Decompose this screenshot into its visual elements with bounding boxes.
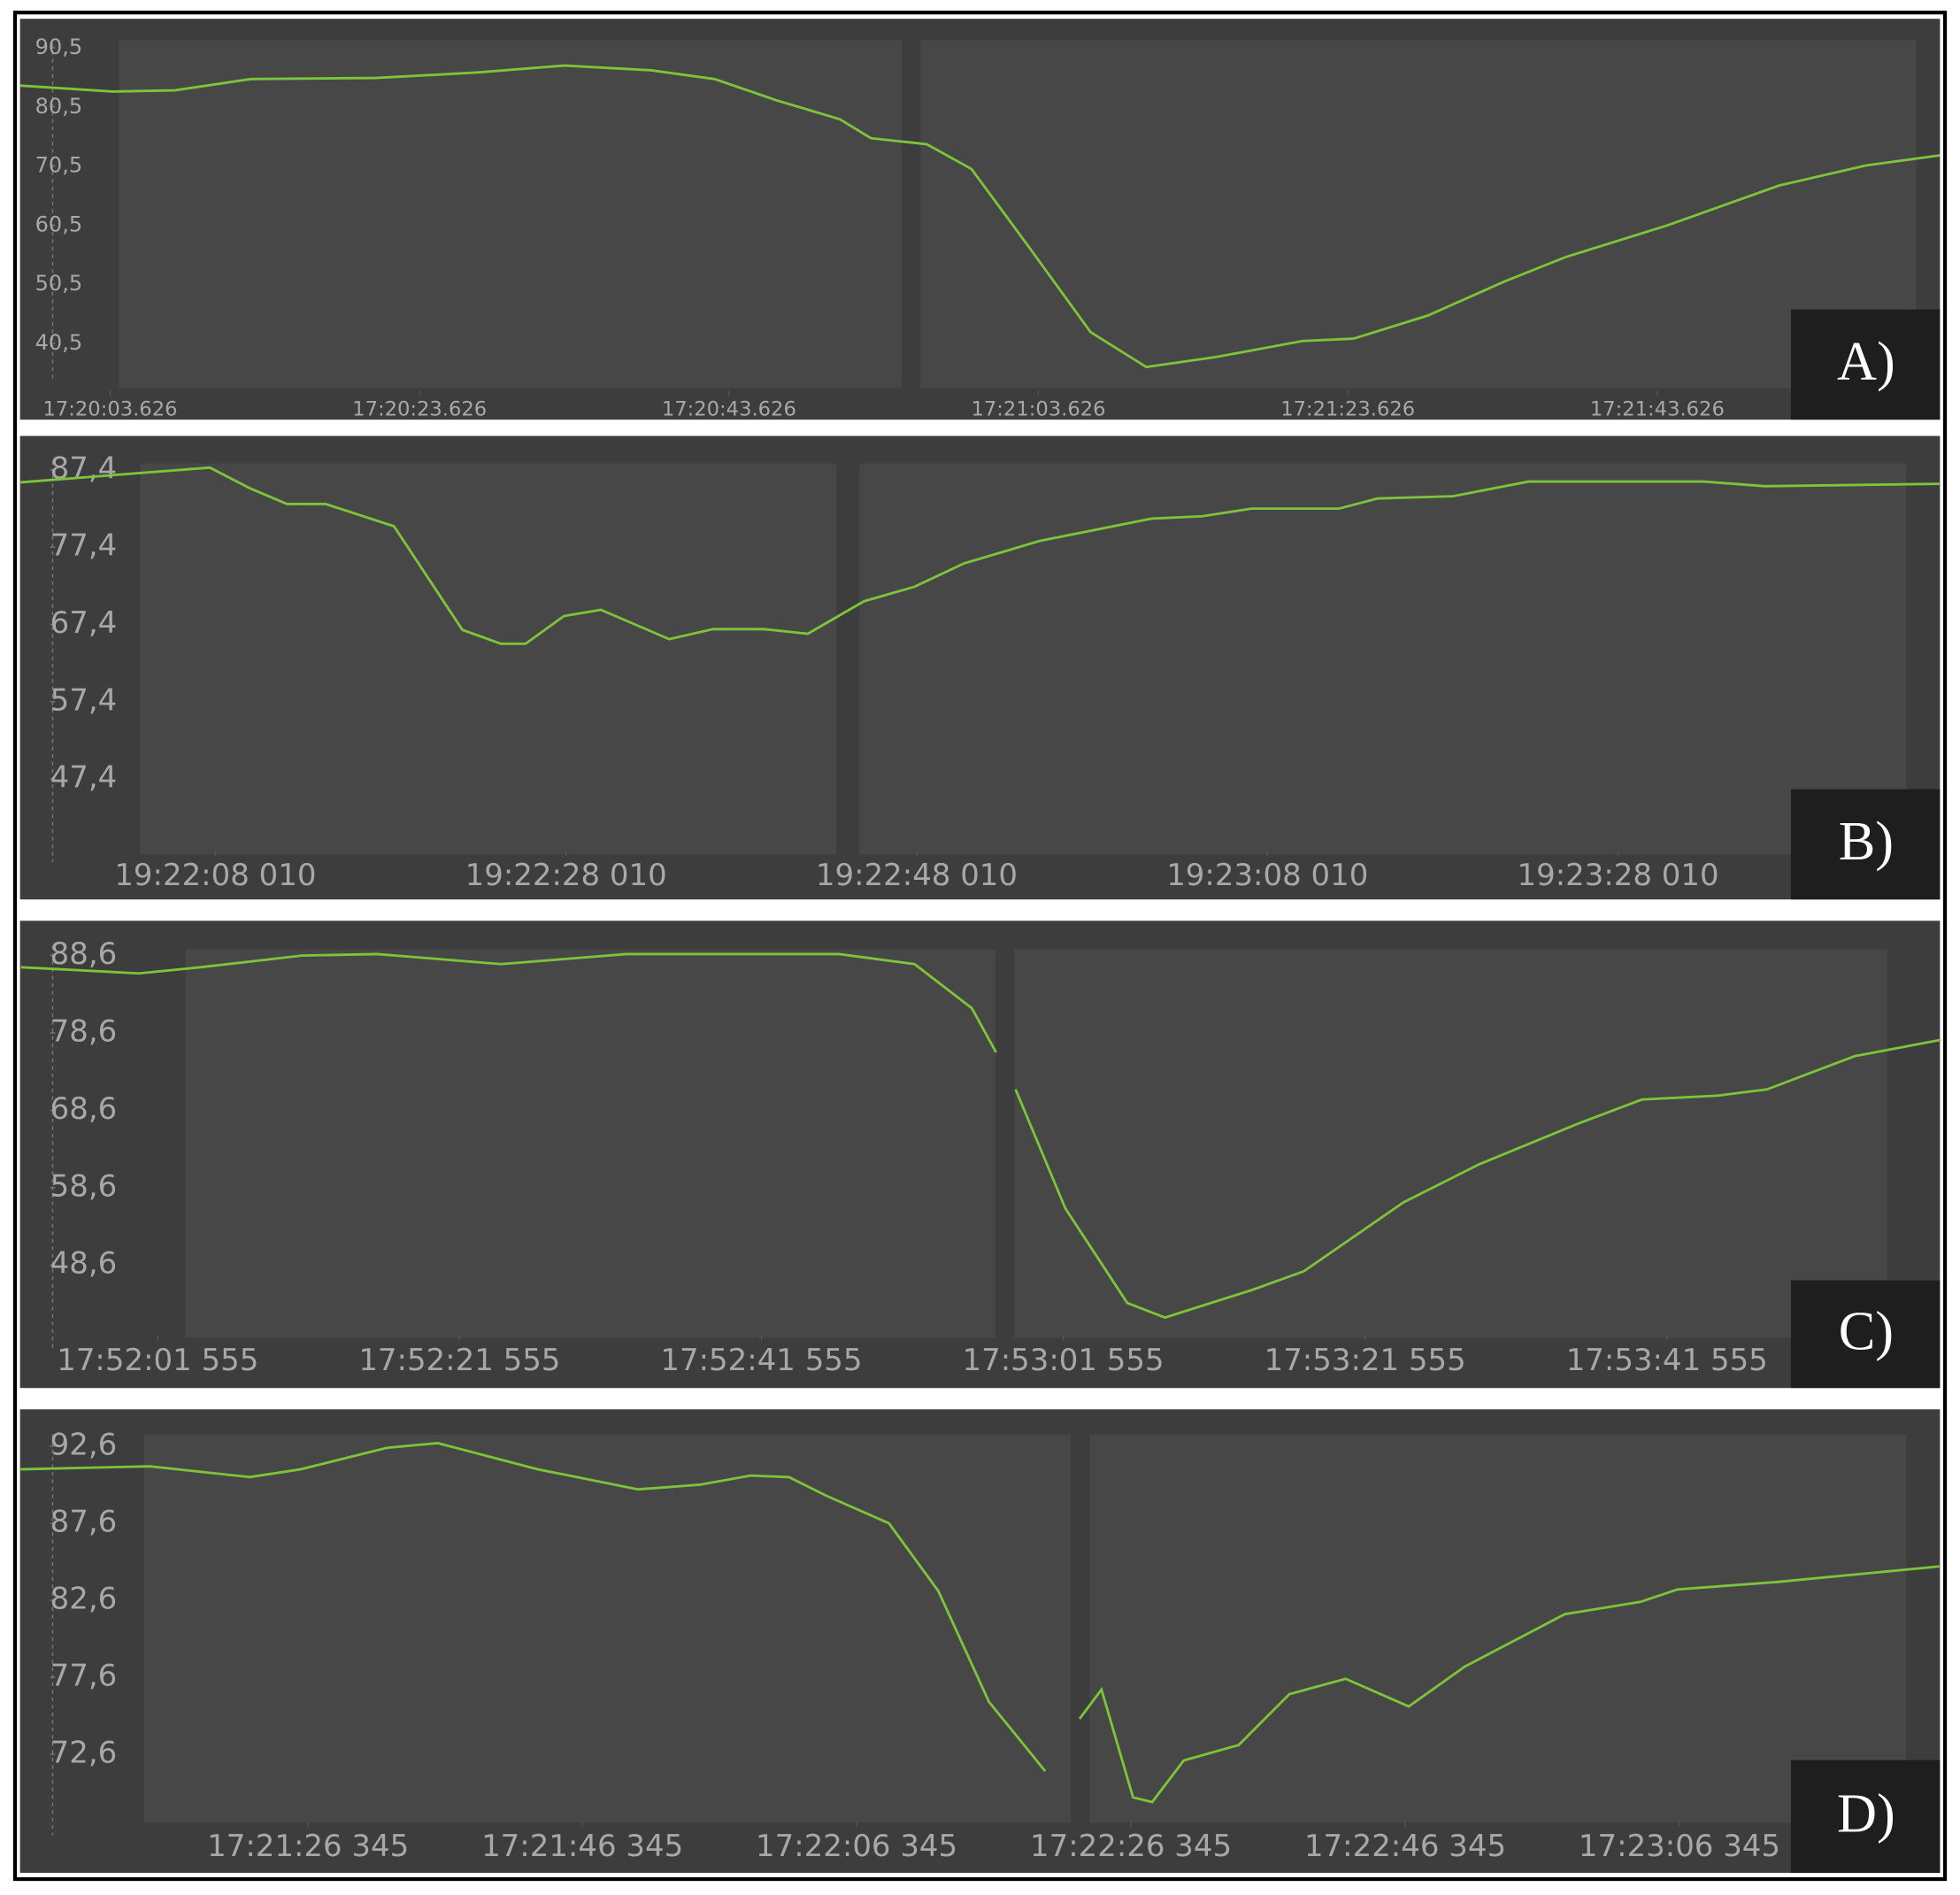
plot-area [858,463,1907,855]
plot-area [119,40,903,389]
data-line [19,64,1941,369]
y-tick-label: 67,4 [50,605,118,641]
y-tick-label: 70,5 [35,153,83,178]
x-tick-label: 19:23:08 010 [1166,858,1368,893]
x-tick-label: 17:21:03.626 [972,397,1106,420]
y-tick-label: 87,6 [50,1505,118,1540]
data-line [19,1442,1940,1804]
x-tick-label: 17:22:26 345 [1030,1829,1232,1864]
panel-label: B) [1839,812,1894,872]
y-tick-label: 48,6 [50,1246,118,1282]
data-line [20,466,1941,645]
y-tick-label: 77,4 [50,528,118,564]
panel-label-box [1790,1760,1941,1873]
y-tick-label: 57,4 [50,682,118,718]
plot-area [920,40,1917,389]
y-tick-label: 78,6 [50,1014,118,1050]
x-tick-label: 19:23:28 010 [1518,858,1719,893]
x-tick-label: 17:53:21 555 [1264,1343,1466,1378]
y-tick-label: 80,5 [35,94,83,119]
panel-label: A) [1837,332,1895,392]
y-tick-label: 77,6 [50,1658,118,1693]
x-tick-label: 17:21:26 345 [207,1829,409,1864]
x-tick-label: 17:21:23.626 [1280,397,1415,420]
x-tick-label: 17:52:41 555 [660,1343,862,1378]
panel-label-box [1790,309,1941,420]
data-line [20,952,1941,1320]
x-tick-label: 17:52:01 555 [57,1343,258,1378]
panel-label: D) [1837,1783,1895,1844]
x-tick-label: 19:22:48 010 [816,858,1018,893]
plot-area [143,1434,1072,1823]
x-tick-label: 17:22:46 345 [1304,1829,1506,1864]
plot-area [185,949,996,1338]
y-tick-label: 68,6 [50,1091,118,1127]
plot-area [140,463,837,855]
x-tick-label: 19:22:28 010 [465,858,667,893]
x-tick-label: 17:23:06 345 [1579,1829,1780,1864]
y-tick-label: 40,5 [35,330,83,355]
x-tick-label: 17:20:23.626 [352,397,487,420]
frame [12,11,1948,1882]
panel-label-box [1790,1280,1941,1389]
x-tick-label: 19:22:08 010 [114,858,316,893]
plot-area [1089,1434,1907,1823]
y-tick-label: 88,6 [50,936,118,972]
x-tick-label: 17:21:43.626 [1590,397,1725,420]
x-tick-label: 17:20:43.626 [662,397,796,420]
x-tick-label: 17:21:46 345 [481,1829,683,1864]
x-tick-label: 17:53:01 555 [963,1343,1164,1378]
y-tick-label: 50,5 [35,271,83,296]
y-tick-label: 72,6 [50,1735,118,1770]
y-tick-label: 60,5 [35,212,83,236]
x-tick-label: 17:52:21 555 [358,1343,560,1378]
panel-label: C) [1839,1301,1894,1361]
x-tick-label: 17:20:03.626 [43,397,178,420]
y-tick-label: 47,4 [50,760,118,796]
y-tick-label: 58,6 [50,1168,118,1204]
y-tick-label: 90,5 [35,35,83,59]
panel-label-box [1790,789,1941,900]
y-tick-label: 82,6 [50,1581,118,1616]
x-tick-label: 17:53:41 555 [1566,1343,1768,1378]
y-tick-label: 92,6 [50,1428,118,1463]
plot-area [1014,949,1887,1338]
y-tick-label: 87,4 [50,451,118,486]
x-tick-label: 17:22:06 345 [756,1829,957,1864]
